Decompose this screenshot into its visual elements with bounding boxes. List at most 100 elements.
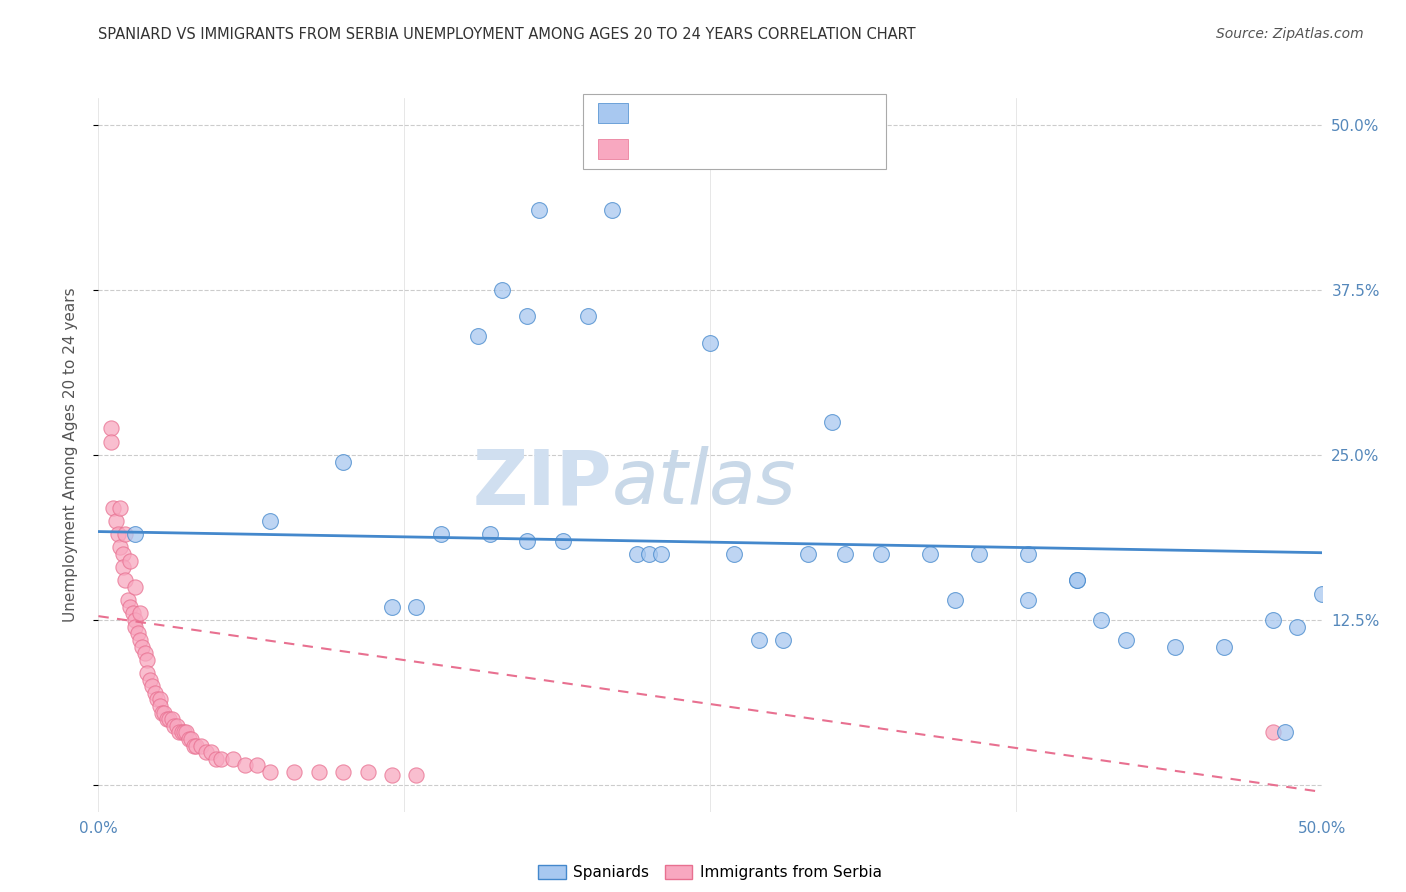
Point bbox=[576, 309, 599, 323]
Point bbox=[163, 719, 186, 733]
Text: N = 61: N = 61 bbox=[745, 142, 799, 156]
Point bbox=[209, 752, 232, 766]
Point bbox=[723, 547, 745, 561]
Text: -0.032: -0.032 bbox=[671, 142, 725, 156]
Text: R =: R = bbox=[640, 142, 673, 156]
Point bbox=[100, 421, 122, 435]
Text: N = 41: N = 41 bbox=[745, 106, 799, 120]
Point bbox=[100, 434, 122, 449]
Point bbox=[1261, 613, 1284, 627]
Point bbox=[748, 632, 770, 647]
Point bbox=[129, 632, 152, 647]
Point bbox=[1212, 640, 1234, 654]
Point bbox=[772, 632, 794, 647]
Point bbox=[190, 739, 212, 753]
Point bbox=[156, 712, 179, 726]
Text: Source: ZipAtlas.com: Source: ZipAtlas.com bbox=[1216, 27, 1364, 41]
Point bbox=[405, 599, 427, 614]
Point bbox=[143, 686, 166, 700]
Point bbox=[141, 679, 163, 693]
Point bbox=[308, 765, 330, 780]
Point bbox=[699, 335, 721, 350]
Point bbox=[166, 719, 188, 733]
Point bbox=[111, 547, 134, 561]
Point bbox=[1274, 725, 1296, 739]
Text: R =: R = bbox=[640, 106, 673, 120]
Point bbox=[110, 541, 132, 555]
Point bbox=[127, 626, 149, 640]
Point bbox=[967, 547, 990, 561]
Point bbox=[129, 607, 152, 621]
Point bbox=[259, 765, 281, 780]
Point bbox=[478, 527, 501, 541]
Point bbox=[405, 768, 427, 782]
Point bbox=[176, 725, 198, 739]
Point bbox=[920, 547, 942, 561]
Text: ZIP: ZIP bbox=[472, 447, 612, 520]
Point bbox=[638, 547, 661, 561]
Point bbox=[101, 500, 124, 515]
Text: SPANIARD VS IMMIGRANTS FROM SERBIA UNEMPLOYMENT AMONG AGES 20 TO 24 YEARS CORREL: SPANIARD VS IMMIGRANTS FROM SERBIA UNEMP… bbox=[98, 27, 917, 42]
Point bbox=[356, 765, 378, 780]
Point bbox=[870, 547, 893, 561]
Point bbox=[120, 554, 142, 568]
Point bbox=[136, 653, 159, 667]
Point bbox=[527, 203, 550, 218]
Point bbox=[177, 732, 200, 747]
Point bbox=[114, 574, 136, 588]
Point bbox=[600, 203, 623, 218]
Point bbox=[821, 415, 844, 429]
Point bbox=[467, 329, 489, 343]
Point bbox=[157, 712, 180, 726]
Point bbox=[124, 580, 146, 594]
Point bbox=[1286, 620, 1309, 634]
Point bbox=[124, 527, 146, 541]
Point bbox=[167, 725, 190, 739]
Point bbox=[121, 607, 143, 621]
Point bbox=[515, 309, 537, 323]
Point bbox=[107, 527, 129, 541]
Point bbox=[1066, 574, 1088, 588]
Point bbox=[153, 706, 176, 720]
Text: atlas: atlas bbox=[612, 447, 797, 520]
Point bbox=[1261, 725, 1284, 739]
Point bbox=[149, 692, 172, 706]
Point bbox=[650, 547, 672, 561]
Point bbox=[195, 745, 218, 759]
Point bbox=[136, 665, 159, 680]
Point bbox=[1090, 613, 1112, 627]
Point bbox=[381, 768, 404, 782]
Point bbox=[233, 758, 256, 772]
Point bbox=[834, 547, 856, 561]
Point bbox=[332, 454, 354, 468]
Point bbox=[205, 752, 228, 766]
Point bbox=[111, 560, 134, 574]
Point bbox=[139, 673, 162, 687]
Point bbox=[186, 739, 208, 753]
Point bbox=[180, 732, 202, 747]
Point bbox=[626, 547, 648, 561]
Point bbox=[149, 698, 172, 713]
Point bbox=[131, 640, 153, 654]
Point bbox=[1066, 574, 1088, 588]
Point bbox=[283, 765, 305, 780]
Point bbox=[170, 725, 193, 739]
Point bbox=[134, 646, 156, 660]
Point bbox=[222, 752, 245, 766]
Point bbox=[120, 599, 142, 614]
Point bbox=[110, 500, 132, 515]
Point bbox=[246, 758, 269, 772]
Point bbox=[1017, 593, 1039, 607]
Point bbox=[1115, 632, 1137, 647]
Point bbox=[259, 514, 281, 528]
Point bbox=[150, 706, 173, 720]
Point bbox=[515, 533, 537, 548]
Point bbox=[200, 745, 222, 759]
Text: -0.024: -0.024 bbox=[671, 106, 725, 120]
Point bbox=[160, 712, 183, 726]
Point bbox=[104, 514, 127, 528]
Point bbox=[173, 725, 195, 739]
Point bbox=[124, 613, 146, 627]
Point bbox=[114, 527, 136, 541]
Point bbox=[381, 599, 404, 614]
